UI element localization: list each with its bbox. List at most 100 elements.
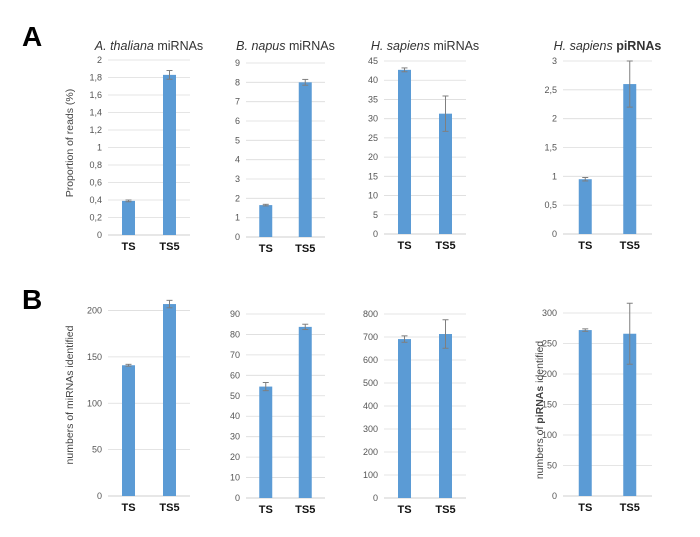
bar-ts5 xyxy=(623,84,637,234)
bar-ts5 xyxy=(298,326,312,498)
y-tick-label: 300 xyxy=(542,308,557,318)
y-tick-label: 1,8 xyxy=(89,73,102,83)
chart-title-part: miRNAs xyxy=(154,39,203,53)
x-category-label: TS5 xyxy=(295,504,315,516)
y-tick-label: 10 xyxy=(368,191,378,201)
bar-ts5 xyxy=(163,304,176,496)
y-axis-label-b-right-prefix: numbers of xyxy=(534,424,546,479)
y-tick-label: 5 xyxy=(373,210,378,220)
panel-letter-b: B xyxy=(22,284,42,315)
chart-6: 0 10 20 30 40 50 60 70 80 90 TS TS5 xyxy=(230,309,325,516)
y-tick-label: 100 xyxy=(87,398,102,408)
y-tick-label: 4 xyxy=(235,155,240,165)
x-category-label: TS xyxy=(259,243,273,255)
y-tick-label: 0,4 xyxy=(89,195,102,205)
chart-3: 0 5 10 15 20 25 30 35 40 45 TS TS5 H. sapiens miRNAs xyxy=(368,39,479,252)
y-tick-label: 70 xyxy=(230,350,240,360)
chart-title-part: piRNAs xyxy=(613,39,662,53)
y-tick-label: 2 xyxy=(97,55,102,65)
y-tick-label: 0 xyxy=(552,491,557,501)
chart-title: B. napus miRNAs xyxy=(236,39,335,53)
y-tick-label: 3 xyxy=(552,56,557,66)
y-tick-label: 30 xyxy=(230,432,240,442)
y-tick-label: 60 xyxy=(230,370,240,380)
y-tick-label: 25 xyxy=(368,133,378,143)
chart-title-part: H. sapiens xyxy=(371,39,430,53)
y-tick-label: 0,6 xyxy=(89,178,102,188)
y-tick-label: 6 xyxy=(235,116,240,126)
y-tick-label: 200 xyxy=(542,369,557,379)
y-tick-label: 1,5 xyxy=(544,143,557,153)
y-tick-label: 1 xyxy=(552,171,557,181)
chart-title-part: H. sapiens xyxy=(554,39,613,53)
y-tick-label: 40 xyxy=(368,75,378,85)
y-axis-label-b-right-bold: piRNAs xyxy=(534,386,546,424)
y-tick-label: 90 xyxy=(230,309,240,319)
bar-ts xyxy=(578,179,592,234)
chart-title-part: B. napus xyxy=(236,39,285,53)
x-category-label: TS xyxy=(578,502,592,514)
chart-7: 0 100 200 300 400 500 600 700 800 TS TS5 xyxy=(363,309,466,516)
y-axis-label-a: Proportion of reads (%) xyxy=(64,89,76,198)
y-tick-label: 250 xyxy=(542,339,557,349)
x-category-label: TS xyxy=(259,504,273,516)
y-tick-label: 45 xyxy=(368,56,378,66)
chart-8: 0 50 100 150 200 250 300 TS TS5 xyxy=(542,302,652,514)
y-tick-label: 1,4 xyxy=(89,108,102,118)
y-tick-label: 8 xyxy=(235,77,240,87)
y-axis-label-b-right-suffix: identified xyxy=(534,341,546,386)
y-tick-label: 100 xyxy=(542,430,557,440)
y-tick-label: 7 xyxy=(235,97,240,107)
y-tick-label: 5 xyxy=(235,135,240,145)
y-tick-label: 1,2 xyxy=(89,125,102,135)
y-axis-label-b-right: numbers of piRNAs identified xyxy=(534,341,546,479)
x-category-label: TS5 xyxy=(159,502,179,514)
y-tick-label: 800 xyxy=(363,309,378,319)
bar-ts xyxy=(578,330,592,496)
y-tick-label: 0 xyxy=(373,229,378,239)
bar-ts xyxy=(122,365,135,496)
y-tick-label: 0 xyxy=(373,493,378,503)
chart-title: H. sapiens miRNAs xyxy=(371,39,479,53)
bar-ts5 xyxy=(163,74,176,235)
y-tick-label: 0,5 xyxy=(544,200,557,210)
y-tick-label: 0 xyxy=(552,229,557,239)
chart-5: 0 50 100 150 200 TS TS5 xyxy=(87,299,190,514)
y-tick-label: 400 xyxy=(363,401,378,411)
y-tick-label: 0 xyxy=(97,491,102,501)
y-tick-label: 40 xyxy=(230,411,240,421)
bar-ts xyxy=(259,386,273,498)
y-tick-label: 50 xyxy=(92,445,102,455)
x-category-label: TS xyxy=(397,240,411,252)
y-tick-label: 0,8 xyxy=(89,160,102,170)
y-tick-label: 1 xyxy=(97,143,102,153)
x-category-label: TS5 xyxy=(620,240,640,252)
bar-ts xyxy=(122,200,135,235)
y-tick-label: 200 xyxy=(87,306,102,316)
y-tick-label: 20 xyxy=(368,152,378,162)
y-tick-label: 50 xyxy=(230,391,240,401)
x-category-label: TS xyxy=(121,241,135,253)
y-tick-label: 2,5 xyxy=(544,85,557,95)
y-tick-label: 700 xyxy=(363,332,378,342)
y-tick-label: 15 xyxy=(368,171,378,181)
bar-ts5 xyxy=(439,113,452,234)
bar-ts5 xyxy=(439,334,452,498)
chart-4: 0 0,5 1 1,5 2 2,5 3 TS TS5 H. sapiens piRNAs xyxy=(544,39,661,252)
chart-1: 0 0,2 0,4 0,6 0,8 1 1,2 1,4 1,6 1,8 2 TS TS5 A. thali… xyxy=(89,39,203,253)
bar-ts5 xyxy=(298,82,312,237)
bar-ts xyxy=(398,69,411,234)
y-tick-label: 2 xyxy=(552,114,557,124)
y-tick-label: 0 xyxy=(235,232,240,242)
chart-title-part: miRNAs xyxy=(430,39,479,53)
chart-2: 0 1 2 3 4 5 6 7 8 9 TS TS5 B. napus miRNAs xyxy=(235,39,335,255)
panel-letter-a: A xyxy=(22,21,42,52)
chart-title-part: A. thaliana xyxy=(94,39,154,53)
bar-ts xyxy=(259,205,273,237)
y-tick-label: 30 xyxy=(368,114,378,124)
y-tick-label: 50 xyxy=(547,461,557,471)
chart-title: A. thaliana miRNAs xyxy=(94,39,203,53)
y-tick-label: 150 xyxy=(542,400,557,410)
